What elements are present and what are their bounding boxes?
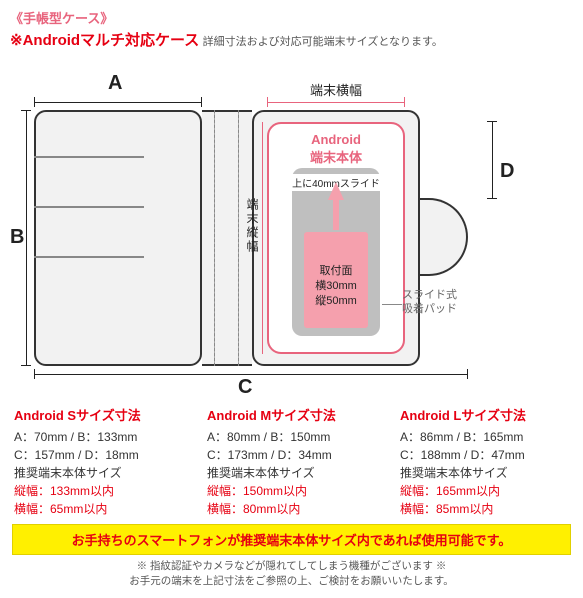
spec-s-title: Android Sサイズ寸法	[14, 406, 183, 426]
dim-d-label: D	[500, 160, 514, 183]
tick	[21, 110, 31, 111]
tick	[201, 97, 202, 107]
spec-m: Android Mサイズ寸法 A：80mm / B：150mm C：173mm …	[207, 406, 376, 518]
dim-a-label: A	[108, 72, 122, 95]
spec-l-r2: 横幅：85mm以内	[400, 500, 569, 518]
mount-line-2: 横30mm	[304, 279, 368, 294]
spec-l: Android Lサイズ寸法 A：86mm / B：165mm C：188mm …	[400, 406, 569, 518]
spec-m-l2: C：173mm / D：34mm	[207, 446, 376, 464]
mount-line-1: 取付面	[304, 264, 368, 279]
pad-callout-label: スライド式 吸着パッド	[402, 288, 457, 317]
device-height-label: 端末縦幅	[244, 198, 261, 254]
tick	[267, 97, 268, 107]
phone-label-1: Android	[269, 132, 403, 147]
tick	[34, 369, 35, 379]
device-width-line	[267, 102, 405, 103]
spec-l-l1: A：86mm / B：165mm	[400, 428, 569, 446]
pad-label-2: 吸着パッド	[402, 302, 457, 316]
card-slot	[34, 256, 144, 258]
tick	[21, 365, 31, 366]
tick	[487, 121, 497, 122]
spec-l-l2: C：188mm / D：47mm	[400, 446, 569, 464]
dim-b-label: B	[10, 226, 24, 249]
mount-line-3: 縦50mm	[304, 294, 368, 309]
footer-line-2: お手元の端末を上記寸法をご参照の上、ご検討をお願いいたします。	[10, 574, 573, 590]
footer-line-1: ※ 指紋認証やカメラなどが隠れてしてしまう機種がございます ※	[10, 559, 573, 575]
device-height-line	[262, 122, 263, 354]
case-back-panel	[34, 110, 202, 366]
mount-text: 取付面 横30mm 縦50mm	[304, 264, 368, 309]
spec-s: Android Sサイズ寸法 A：70mm / B：133mm C：157mm …	[14, 406, 183, 518]
pad-label-1: スライド式	[402, 288, 457, 302]
dim-d-line	[492, 121, 493, 199]
header-description: 詳細寸法および対応可能端末サイズとなります。	[203, 36, 443, 48]
card-slot	[34, 206, 144, 208]
phone-label: Android 端末本体	[269, 132, 403, 166]
card-slot	[34, 156, 144, 158]
spine-fold	[214, 110, 215, 366]
tick	[404, 97, 405, 107]
dim-a-line	[34, 102, 202, 103]
header-subtitle: ※Androidマルチ対応ケース 詳細寸法および対応可能端末サイズとなります。	[10, 29, 573, 50]
spec-s-r2: 横幅：65mm以内	[14, 500, 183, 518]
pad-callout-line	[382, 304, 402, 305]
spine-fold	[238, 110, 239, 366]
spec-s-rec: 推奨端末本体サイズ	[14, 464, 183, 482]
spec-l-r1: 縦幅：165mm以内	[400, 482, 569, 500]
spec-s-l2: C：157mm / D：18mm	[14, 446, 183, 464]
spec-table: Android Sサイズ寸法 A：70mm / B：133mm C：157mm …	[10, 406, 573, 518]
spec-m-r2: 横幅：80mm以内	[207, 500, 376, 518]
spec-s-l1: A：70mm / B：133mm	[14, 428, 183, 446]
header-badge: ※Androidマルチ対応ケース	[10, 32, 199, 49]
tick	[34, 97, 35, 107]
spec-l-title: Android Lサイズ寸法	[400, 406, 569, 426]
slide-arrow-icon	[328, 182, 344, 230]
device-width-label: 端末横幅	[310, 80, 362, 99]
case-flap	[420, 198, 468, 276]
case-diagram: A 端末横幅 B D C	[10, 58, 570, 398]
dim-b-line	[26, 110, 27, 366]
dim-c-label: C	[238, 376, 252, 399]
spec-l-rec: 推奨端末本体サイズ	[400, 464, 569, 482]
spec-m-l1: A：80mm / B：150mm	[207, 428, 376, 446]
spec-s-r1: 縦幅：133mm以内	[14, 482, 183, 500]
footer-note: ※ 指紋認証やカメラなどが隠れてしてしまう機種がございます ※ お手元の端末を上…	[10, 559, 573, 591]
tick	[487, 198, 497, 199]
spec-m-r1: 縦幅：150mm以内	[207, 482, 376, 500]
header-case-type: 《手帳型ケース》	[10, 8, 573, 27]
phone-label-2: 端末本体	[269, 147, 403, 166]
compatibility-banner: お手持ちのスマートフォンが推奨端末本体サイズ内であれば使用可能です。	[12, 524, 571, 555]
tick	[467, 369, 468, 379]
dim-c-line	[34, 374, 468, 375]
spec-m-title: Android Mサイズ寸法	[207, 406, 376, 426]
spec-m-rec: 推奨端末本体サイズ	[207, 464, 376, 482]
